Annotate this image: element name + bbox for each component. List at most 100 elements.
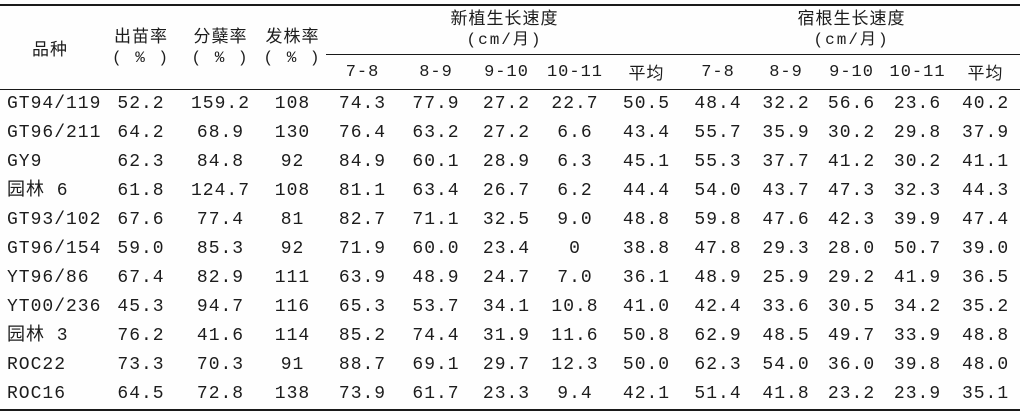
cell-value: 41.8 <box>762 384 810 404</box>
cell-value: 29.2 <box>827 268 876 288</box>
table-body: GT94/119 52.2 159.2 108 74.3 77.9 27.2 22.7 50.5… <box>0 90 1020 411</box>
cell-value: 10.8 <box>551 297 599 317</box>
col-header-period: 8-9 <box>399 54 473 90</box>
header-label: 分蘖率 <box>193 28 248 48</box>
cell-value: 12.3 <box>551 355 599 375</box>
cell-value: 72.8 <box>196 384 245 404</box>
cell-value: 32.5 <box>482 210 531 230</box>
cell-value: 6.6 <box>557 123 593 143</box>
cell-variety: 园林 6 <box>7 181 69 201</box>
col-group-new-plant-growth: 新植生长速度 (cm/月) <box>326 5 684 55</box>
group-unit: (cm/月) <box>813 31 890 49</box>
cell-value: 9.4 <box>557 384 593 404</box>
col-header-variety: 品种 <box>0 5 100 90</box>
col-header-period: 7-8 <box>326 54 399 90</box>
cell-value: 76.2 <box>117 326 165 346</box>
cell-value: 77.9 <box>412 94 460 114</box>
header-label: 发株率 <box>265 28 320 48</box>
cell-value: 28.0 <box>827 239 876 259</box>
cell-value: 63.9 <box>338 268 387 288</box>
cell-value: 73.3 <box>117 355 165 375</box>
cell-value: 6.3 <box>557 152 593 172</box>
cell-value: 61.7 <box>412 384 460 404</box>
cell-value: 67.6 <box>117 210 165 230</box>
cell-value: 34.2 <box>893 297 942 317</box>
cell-value: 42.3 <box>827 210 876 230</box>
cell-value: 48.0 <box>961 355 1010 375</box>
cell-value: 42.4 <box>694 297 742 317</box>
cell-value: 69.1 <box>412 355 460 375</box>
cell-value: 70.3 <box>196 355 245 375</box>
cell-value: 59.0 <box>117 239 165 259</box>
cell-value: 29.3 <box>762 239 810 259</box>
cell-value: 36.1 <box>622 268 671 288</box>
cell-value: 28.9 <box>482 152 531 172</box>
cell-value: 60.1 <box>412 152 460 172</box>
cell-value: 25.9 <box>762 268 810 288</box>
cell-value: 27.2 <box>482 94 531 114</box>
table-row: ROC22 73.3 70.3 91 88.7 69.1 29.7 12.3 50.0 62.3 5… <box>0 351 1020 380</box>
table-row: YT00/236 45.3 94.7 116 65.3 53.7 34.1 10.8 41.0 4… <box>0 293 1020 322</box>
cell-value: 7.0 <box>557 268 593 288</box>
cell-value: 84.9 <box>338 152 387 172</box>
cell-value: 51.4 <box>694 384 742 404</box>
cell-value: 108 <box>274 94 311 114</box>
cell-value: 35.1 <box>961 384 1010 404</box>
cell-value: 27.2 <box>482 123 531 143</box>
cell-value: 77.4 <box>196 210 245 230</box>
cell-value: 61.8 <box>117 181 165 201</box>
col-header-period: 10-11 <box>540 54 610 90</box>
cell-value: 50.8 <box>622 326 671 346</box>
growth-table: 品种 出苗率 ( % ) 分蘖率 ( % ) 发株率 ( % ) 新植生长速度 … <box>0 4 1020 411</box>
cell-variety: GT96/154 <box>7 239 102 259</box>
cell-value: 29.7 <box>482 355 531 375</box>
header-unit: ( % ) <box>111 48 170 67</box>
cell-value: 39.9 <box>893 210 942 230</box>
cell-value: 73.9 <box>338 384 387 404</box>
table-row: GT94/119 52.2 159.2 108 74.3 77.9 27.2 22.7 50.5… <box>0 90 1020 120</box>
cell-value: 159.2 <box>190 94 250 114</box>
col-group-ratoon-growth: 宿根生长速度 (cm/月) <box>683 5 1020 55</box>
cell-value: 92 <box>280 239 305 259</box>
cell-value: 36.5 <box>961 268 1010 288</box>
cell-value: 47.3 <box>827 181 876 201</box>
cell-value: 39.0 <box>961 239 1010 259</box>
cell-value: 82.9 <box>196 268 245 288</box>
cell-value: 32.2 <box>762 94 810 114</box>
cell-value: 81 <box>280 210 305 230</box>
cell-variety: GT94/119 <box>7 94 102 114</box>
cell-value: 74.4 <box>412 326 460 346</box>
table-row: GY9 62.3 84.8 92 84.9 60.1 28.9 6.3 45.1 55.3 37.7… <box>0 148 1020 177</box>
cell-value: 30.2 <box>893 152 942 172</box>
cell-value: 33.6 <box>762 297 810 317</box>
cell-value: 47.8 <box>694 239 742 259</box>
cell-variety: YT00/236 <box>7 297 102 317</box>
cell-value: 37.9 <box>961 123 1010 143</box>
col-header-period: 9-10 <box>473 54 540 90</box>
cell-value: 63.4 <box>412 181 460 201</box>
cell-value: 85.3 <box>196 239 245 259</box>
cell-value: 30.2 <box>827 123 876 143</box>
cell-value: 43.4 <box>622 123 671 143</box>
cell-value: 81.1 <box>338 181 387 201</box>
cell-variety: GT93/102 <box>7 210 102 230</box>
cell-value: 50.7 <box>893 239 942 259</box>
cell-value: 41.6 <box>196 326 245 346</box>
cell-value: 37.7 <box>762 152 810 172</box>
cell-value: 124.7 <box>190 181 250 201</box>
cell-value: 84.8 <box>196 152 245 172</box>
cell-value: 53.7 <box>412 297 460 317</box>
cell-value: 54.0 <box>694 181 742 201</box>
table-row: GT96/211 64.2 68.9 130 76.4 63.2 27.2 6.6 43.4 55… <box>0 119 1020 148</box>
cell-value: 111 <box>274 268 311 288</box>
cell-value: 36.0 <box>827 355 876 375</box>
cell-value: 32.3 <box>893 181 942 201</box>
cell-value: 41.9 <box>893 268 942 288</box>
cell-value: 94.7 <box>196 297 245 317</box>
cell-variety: GY9 <box>7 152 43 172</box>
cell-variety: GT96/211 <box>7 123 102 143</box>
cell-value: 41.1 <box>961 152 1010 172</box>
table-row: 园林 6 61.8 124.7 108 81.1 63.4 26.7 6.2 44.4 54.0 4… <box>0 177 1020 206</box>
cell-value: 138 <box>274 384 311 404</box>
cell-value: 63.2 <box>412 123 460 143</box>
